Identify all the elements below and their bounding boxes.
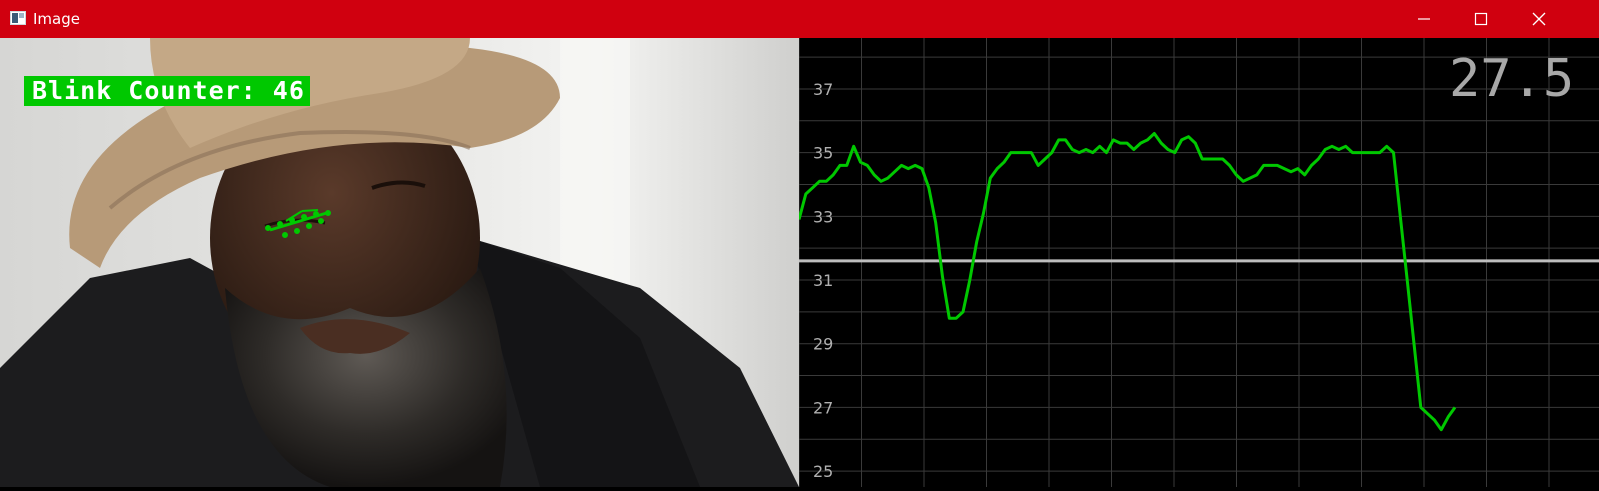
y-tick-label: 27 <box>813 398 833 417</box>
blink-counter-label: Blink Counter: 46 <box>32 76 305 105</box>
maximize-icon <box>1474 12 1488 26</box>
title-bar: Image <box>0 0 1599 38</box>
person-photo <box>0 38 799 487</box>
eye-ratio-graph: 37 35 33 31 29 27 25 27.5 <box>797 38 1599 487</box>
maximize-button[interactable] <box>1452 0 1510 38</box>
window-title: Image <box>33 10 80 28</box>
image-content: Blink Counter: 46 37 35 33 31 29 27 25 27.5 <box>0 38 1599 487</box>
current-value-label: 27.5 <box>1449 49 1574 109</box>
y-tick-label: 25 <box>813 462 833 481</box>
video-frame: Blink Counter: 46 <box>0 38 799 487</box>
close-icon <box>1532 12 1546 26</box>
y-tick-label: 33 <box>813 207 833 226</box>
y-tick-label: 35 <box>813 144 833 163</box>
app-icon <box>10 11 26 25</box>
y-tick-label: 31 <box>813 271 833 290</box>
blink-counter-box <box>24 76 310 106</box>
y-tick-label: 37 <box>813 80 833 99</box>
y-tick-label: 29 <box>813 335 833 354</box>
minimize-icon <box>1418 18 1430 20</box>
ratio-series-line <box>797 132 1457 432</box>
line-plot: 37 35 33 31 29 27 25 27.5 <box>797 38 1599 487</box>
close-button[interactable] <box>1510 0 1568 38</box>
minimize-button[interactable] <box>1395 0 1453 38</box>
